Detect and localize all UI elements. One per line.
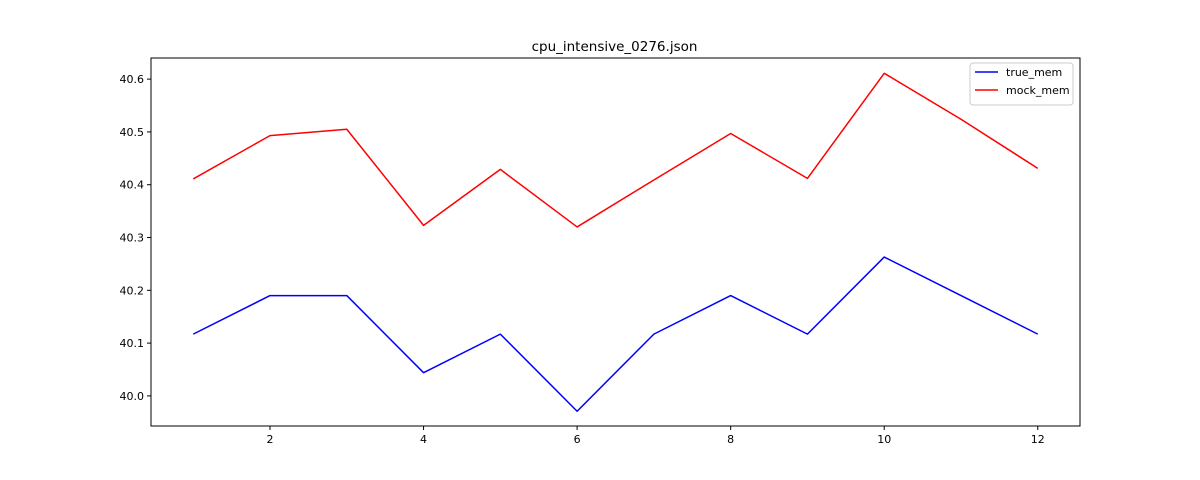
y-tick-label: 40.3 (120, 232, 145, 245)
y-tick-label: 40.4 (120, 179, 145, 192)
x-tick-label: 6 (574, 433, 581, 446)
y-tick-label: 40.2 (120, 284, 145, 297)
chart-title: cpu_intensive_0276.json (532, 39, 698, 55)
x-tick-label: 12 (1031, 433, 1045, 446)
legend-label: mock_mem (1006, 84, 1070, 97)
y-tick-label: 40.1 (120, 337, 145, 350)
legend-label: true_mem (1006, 66, 1062, 79)
x-tick-label: 4 (420, 433, 427, 446)
legend: true_mem mock_mem (969, 62, 1074, 106)
x-tick-label: 8 (727, 433, 734, 446)
series-line-mock-mem (192, 72, 1039, 228)
y-tick-label: 40.5 (120, 126, 145, 139)
x-axis: 2 4 6 8 10 12 (267, 426, 1045, 446)
series-line-true-mem (192, 256, 1039, 412)
plot-frame (150, 57, 1081, 427)
legend-box (969, 62, 1074, 106)
y-tick-label: 40.6 (120, 73, 145, 86)
x-tick-label: 10 (877, 433, 891, 446)
x-tick-label: 2 (267, 433, 274, 446)
y-tick-label: 40.0 (120, 390, 145, 403)
series-layer (192, 72, 1039, 412)
y-axis: 40.0 40.1 40.2 40.3 40.4 40.5 40.6 (120, 73, 151, 403)
plot-area (150, 57, 1081, 427)
